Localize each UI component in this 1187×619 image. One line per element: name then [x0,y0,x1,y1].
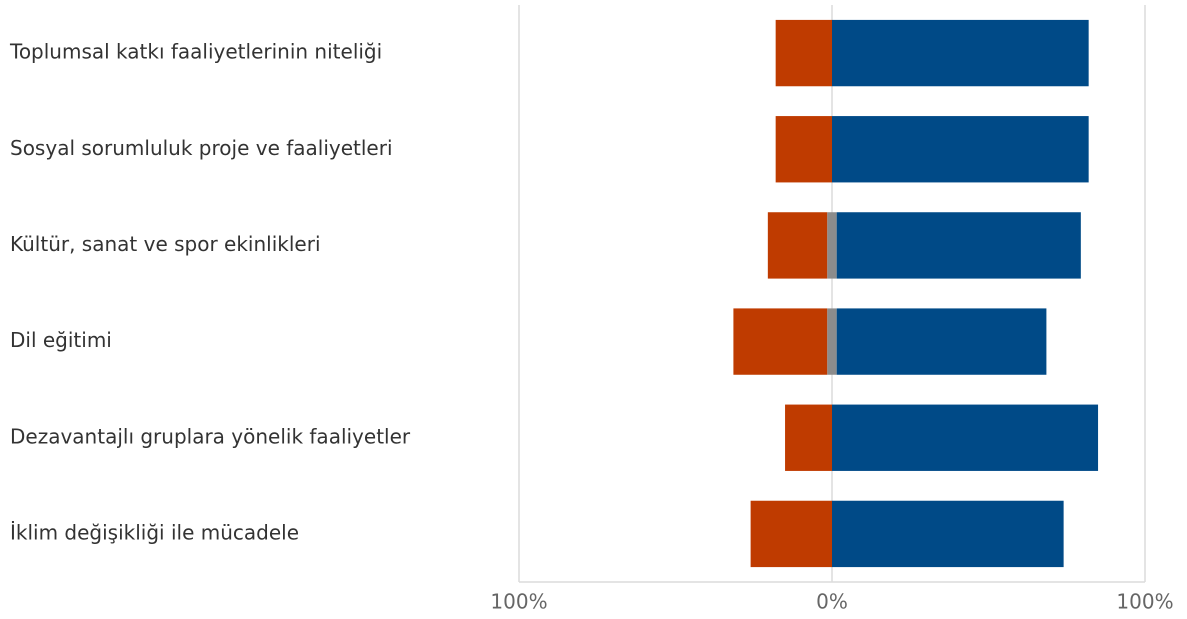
y-tick-label: Dil eğitimi [10,328,112,352]
y-tick-label: Dezavantajlı gruplara yönelik faaliyetle… [10,424,411,448]
y-tick-label: Toplumsal katkı faaliyetlerinin niteliği [9,40,382,64]
bar [827,212,837,279]
y-tick-label: Sosyal sorumluluk proje ve faaliyetleri [10,136,393,160]
bar [733,308,828,375]
bar [832,19,1089,87]
bar [827,308,837,375]
bar [767,212,828,279]
bar [775,19,832,87]
bar [832,500,1064,568]
y-tick-label: Kültür, sanat ve spor ekinlikleri [10,232,321,256]
y-tick-label: İklim değişikliği ile mücadele [10,520,299,544]
x-tick-label: 0% [816,590,848,614]
x-tick-label: 100% [1116,590,1173,614]
bar [836,212,1081,279]
bar [836,308,1047,375]
bar [750,500,832,568]
x-tick-label: 100% [490,590,547,614]
bar [775,116,832,183]
bar [785,404,832,471]
bar [832,404,1099,471]
bar [832,116,1089,183]
